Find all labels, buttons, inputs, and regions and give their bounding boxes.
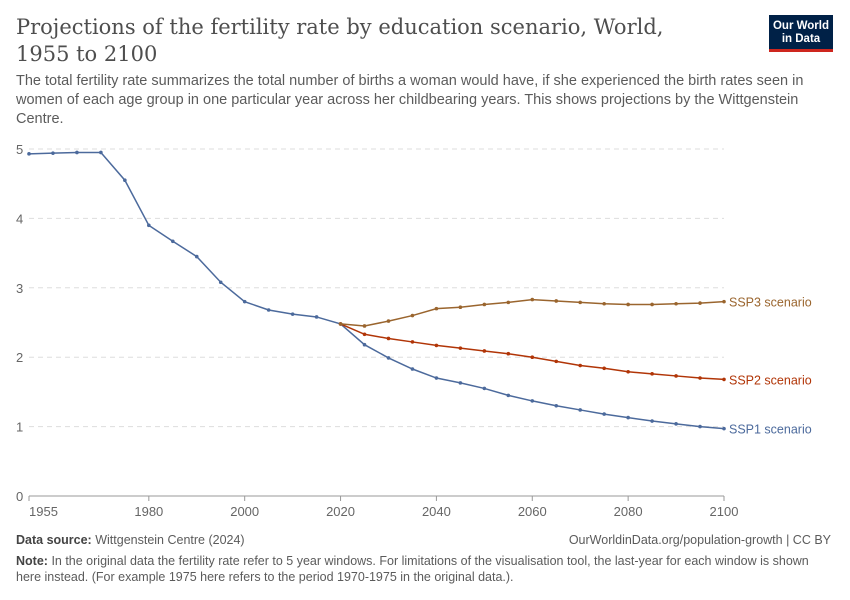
data-point bbox=[51, 151, 55, 155]
data-point bbox=[434, 376, 439, 380]
y-tick-label: 2 bbox=[16, 350, 23, 365]
data-point bbox=[123, 178, 127, 183]
data-point bbox=[99, 150, 103, 155]
data-point bbox=[506, 351, 511, 356]
data-point bbox=[626, 369, 630, 374]
data-point bbox=[698, 301, 702, 305]
y-tick-label: 1 bbox=[16, 420, 23, 435]
chart-note: Note: In the original data the fertility… bbox=[16, 553, 816, 585]
data-point bbox=[626, 415, 630, 420]
data-point bbox=[530, 399, 535, 403]
chart-title: Projections of the fertility rate by edu… bbox=[16, 15, 664, 66]
source-url[interactable]: OurWorldinData.org/population-growth | C… bbox=[568, 533, 831, 547]
data-point bbox=[170, 239, 175, 244]
data-point bbox=[506, 393, 511, 398]
data-point bbox=[218, 280, 223, 285]
series-line bbox=[340, 298, 725, 327]
y-tick-label: 5 bbox=[16, 142, 23, 157]
data-point bbox=[434, 343, 439, 348]
x-tick-label: 1955 bbox=[29, 504, 58, 519]
source-label: Data source: bbox=[16, 533, 92, 547]
data-point bbox=[530, 297, 535, 302]
series-label: SSP1 scenario bbox=[729, 423, 812, 437]
data-point bbox=[698, 376, 702, 380]
note-label: Note: bbox=[16, 554, 48, 568]
data-point bbox=[650, 372, 654, 376]
data-point bbox=[602, 412, 606, 416]
data-point bbox=[386, 336, 391, 341]
x-tick-label: 2060 bbox=[518, 504, 547, 519]
y-tick-label: 3 bbox=[16, 281, 23, 296]
data-point bbox=[266, 308, 271, 312]
data-point bbox=[482, 349, 487, 353]
data-point bbox=[482, 302, 487, 307]
source-text: Wittgenstein Centre (2024) bbox=[95, 533, 245, 547]
y-tick-label: 4 bbox=[16, 211, 23, 226]
x-tick-label: 2040 bbox=[422, 504, 451, 519]
data-point bbox=[674, 422, 678, 426]
data-point bbox=[722, 377, 726, 382]
data-point bbox=[602, 301, 606, 306]
data-point bbox=[650, 419, 654, 423]
owid-logo[interactable]: Our World in Data bbox=[769, 15, 833, 52]
series-label: SSP3 scenario bbox=[729, 296, 812, 310]
data-point bbox=[290, 312, 295, 316]
data-point bbox=[410, 313, 415, 318]
data-point bbox=[674, 301, 678, 306]
data-point bbox=[386, 356, 391, 360]
data-source: Data source: Wittgenstein Centre (2024) bbox=[16, 533, 245, 547]
data-point bbox=[506, 300, 511, 305]
data-point bbox=[482, 386, 487, 391]
data-point bbox=[458, 305, 463, 310]
series-line bbox=[28, 151, 725, 430]
data-point bbox=[578, 300, 583, 305]
x-tick-label: 2020 bbox=[326, 504, 355, 519]
data-point bbox=[578, 408, 583, 412]
series-label: SSP2 scenario bbox=[729, 373, 812, 387]
data-point bbox=[434, 306, 439, 311]
data-point bbox=[386, 319, 391, 323]
data-point bbox=[626, 302, 630, 307]
data-point bbox=[242, 299, 247, 304]
data-point bbox=[194, 254, 199, 259]
data-point bbox=[458, 381, 463, 385]
data-point bbox=[674, 374, 678, 378]
data-point bbox=[362, 342, 367, 347]
data-point bbox=[410, 367, 415, 371]
note-text: In the original data the fertility rate … bbox=[16, 554, 809, 584]
x-tick-label: 2100 bbox=[710, 504, 739, 519]
x-tick-label: 1980 bbox=[134, 504, 163, 519]
data-point bbox=[578, 363, 583, 368]
series-line bbox=[340, 323, 725, 381]
data-point bbox=[314, 315, 319, 319]
data-point bbox=[362, 324, 367, 328]
data-point bbox=[27, 152, 31, 156]
data-point bbox=[147, 223, 151, 228]
data-point bbox=[554, 299, 559, 303]
y-tick-label: 0 bbox=[16, 489, 23, 504]
data-point bbox=[554, 359, 559, 364]
x-tick-label: 2080 bbox=[614, 504, 643, 519]
data-point bbox=[698, 424, 702, 429]
data-point bbox=[530, 355, 535, 360]
chart-subtitle: The total fertility rate summarizes the … bbox=[16, 73, 804, 127]
data-point bbox=[410, 340, 415, 344]
x-tick-label: 2000 bbox=[230, 504, 259, 519]
data-point bbox=[722, 426, 726, 431]
data-point bbox=[722, 299, 726, 304]
data-point bbox=[602, 366, 606, 371]
data-point bbox=[554, 403, 559, 408]
data-point bbox=[75, 150, 79, 155]
data-point bbox=[650, 302, 654, 307]
data-point bbox=[362, 332, 367, 337]
data-point bbox=[458, 346, 463, 350]
data-point bbox=[338, 322, 343, 326]
